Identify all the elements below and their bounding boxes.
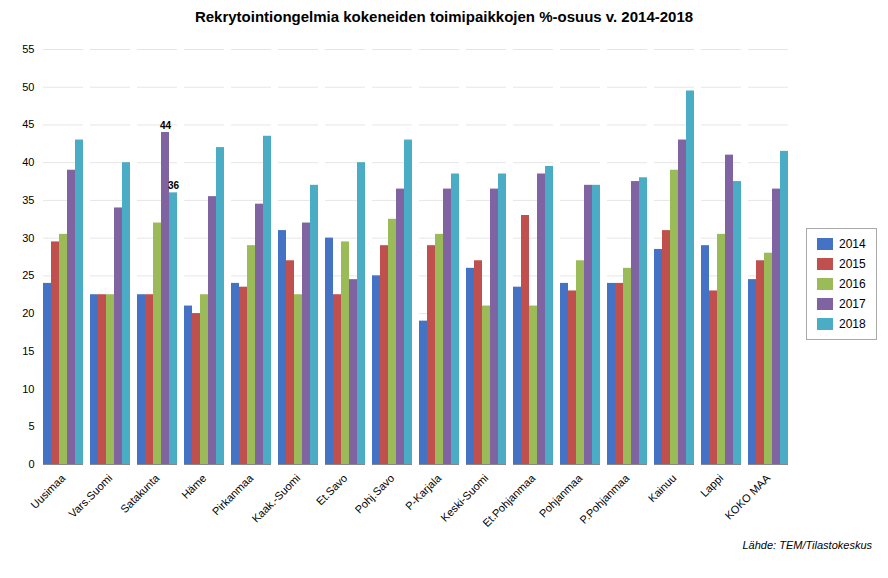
html-text:2015: 2015 xyxy=(839,257,866,271)
svg-text:5: 5 xyxy=(28,420,34,432)
svg-text:0: 0 xyxy=(28,458,34,470)
html-text:Lähde: TEM/Tilastokeskus: Lähde: TEM/Tilastokeskus xyxy=(742,539,872,551)
svg-text:36: 36 xyxy=(168,180,180,191)
svg-text:Pirkanmaa: Pirkanmaa xyxy=(210,471,256,517)
html-text:Rekrytointiongelmia kokeneiden: Rekrytointiongelmia kokeneiden toimipaik… xyxy=(194,8,694,25)
svg-text:Vars.Suomi: Vars.Suomi xyxy=(66,472,114,520)
svg-text:40: 40 xyxy=(22,156,34,168)
svg-text:Keski-Suomi: Keski-Suomi xyxy=(438,472,490,524)
svg-text:Lappi: Lappi xyxy=(698,472,726,500)
svg-text:35: 35 xyxy=(22,194,34,206)
svg-text:Kainuu: Kainuu xyxy=(646,472,679,505)
html-text:2018: 2018 xyxy=(839,317,866,331)
svg-text:15: 15 xyxy=(22,345,34,357)
html-text:2017: 2017 xyxy=(839,297,866,311)
html-text:2014: 2014 xyxy=(839,237,866,251)
svg-text:Kaak.-Suomi: Kaak.-Suomi xyxy=(249,472,302,525)
svg-text:P-Karjala: P-Karjala xyxy=(403,471,444,512)
svg-text:Pohjanmaa: Pohjanmaa xyxy=(537,471,585,519)
svg-text:Et.Pohjanmaa: Et.Pohjanmaa xyxy=(480,471,538,529)
svg-text:55: 55 xyxy=(22,43,34,55)
svg-text:Et.Savo: Et.Savo xyxy=(314,472,350,508)
svg-text:50: 50 xyxy=(22,81,34,93)
svg-text:Uusimaa: Uusimaa xyxy=(28,471,68,511)
svg-text:44: 44 xyxy=(160,120,172,131)
svg-text:Häme: Häme xyxy=(179,472,208,501)
svg-text:25: 25 xyxy=(22,269,34,281)
svg-text:10: 10 xyxy=(22,383,34,395)
svg-text:KOKO MAA: KOKO MAA xyxy=(722,471,772,521)
svg-text:20: 20 xyxy=(22,307,34,319)
html-text:2016: 2016 xyxy=(839,277,866,291)
svg-text:Pohj.Savo: Pohj.Savo xyxy=(352,472,396,516)
svg-text:45: 45 xyxy=(22,118,34,130)
svg-text:P.Pohjanmaa: P.Pohjanmaa xyxy=(577,471,632,526)
svg-text:Satakunta: Satakunta xyxy=(118,471,162,515)
svg-text:30: 30 xyxy=(22,232,34,244)
